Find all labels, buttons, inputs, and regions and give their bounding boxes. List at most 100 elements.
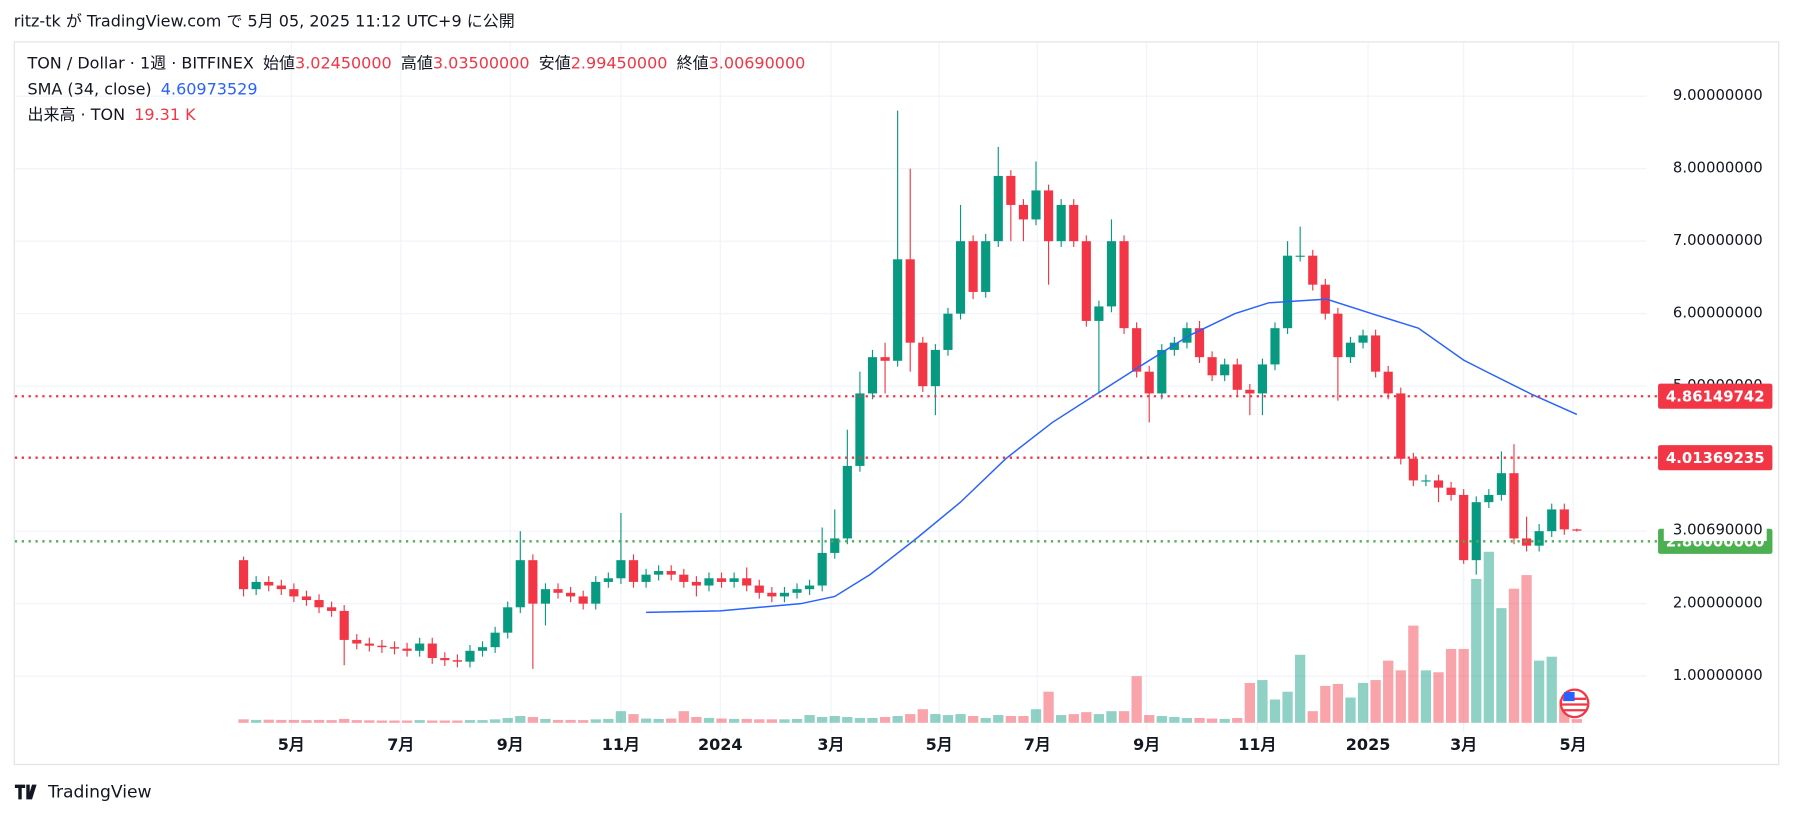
candle-body	[1094, 306, 1104, 321]
last-price-label: 3.00690000	[1673, 521, 1763, 539]
legend-volume-label: 出来高 · TON	[27, 105, 125, 124]
volume-bar	[1068, 714, 1079, 723]
candle-body	[1383, 371, 1393, 394]
volume-bar	[1571, 719, 1583, 723]
candle-body	[842, 465, 852, 539]
candle-body	[1257, 364, 1267, 394]
candle-body	[943, 313, 953, 350]
candle-body	[1245, 389, 1255, 394]
logo-mark	[14, 784, 37, 800]
candle-body	[1018, 204, 1029, 220]
candle-body	[415, 643, 425, 651]
volume-bar	[1395, 670, 1406, 723]
candle-body	[981, 241, 991, 292]
legend-open: 3.02450000	[295, 54, 392, 73]
candle-body	[1396, 393, 1406, 459]
volume-bar	[1420, 670, 1432, 723]
candle-body	[767, 592, 777, 597]
volume-bar	[854, 717, 866, 723]
candle-body	[1547, 509, 1557, 532]
candle-body	[402, 648, 412, 651]
candle-body	[1106, 241, 1117, 307]
candle-body	[918, 342, 928, 387]
candle-body	[339, 610, 349, 640]
volume-bar	[1345, 697, 1356, 723]
candle-body	[1144, 371, 1154, 394]
flag-icon	[1559, 688, 1590, 719]
candle-body	[641, 574, 651, 582]
volume-bar	[930, 714, 941, 723]
candle-body	[1333, 313, 1343, 358]
candle-body	[452, 660, 462, 662]
y-tick-label: 9.00000000	[1673, 86, 1763, 104]
legend-symbol: TON / Dollar · 1週 · BITFINEX	[26, 54, 253, 73]
volume-bar	[1030, 709, 1042, 723]
volume-bar	[1433, 672, 1444, 723]
x-tick-label: 2024	[698, 735, 743, 754]
x-tick-label: 7月	[1024, 735, 1051, 754]
candle-body	[1459, 494, 1469, 561]
logo: TradingView	[14, 783, 152, 803]
volume-bar	[653, 718, 664, 723]
volume-bar	[804, 715, 815, 723]
volume-bar	[791, 718, 803, 723]
sma-line	[646, 298, 1578, 614]
candle-body	[729, 578, 739, 582]
volume-bar	[678, 711, 689, 723]
price-label-box	[1658, 445, 1773, 471]
candle-body	[880, 357, 890, 361]
candle-body	[792, 589, 802, 593]
candle-body	[930, 349, 940, 387]
volume-bar	[1106, 711, 1117, 723]
volume-bar	[1005, 716, 1016, 723]
candle-body	[1484, 494, 1494, 503]
volume-bar	[905, 714, 916, 723]
candle-body	[1169, 342, 1179, 350]
candle-body	[754, 585, 764, 593]
volume-bar	[477, 720, 488, 723]
volume-bar	[1496, 608, 1507, 723]
volume-bar	[691, 716, 702, 723]
volume-bar	[967, 716, 979, 723]
x-tick-label: 2025	[1346, 735, 1391, 754]
candle-body	[704, 578, 714, 586]
volume-bar	[1018, 716, 1029, 723]
volume-bar	[1282, 691, 1293, 723]
volume-bar	[1357, 682, 1369, 723]
candle-body	[716, 578, 727, 582]
legend-close: 3.00690000	[709, 54, 806, 73]
volume-bar	[527, 716, 539, 723]
candle-body	[1194, 328, 1205, 358]
candle-body	[1371, 335, 1381, 372]
volume-bar	[1244, 682, 1255, 723]
candle-body	[1132, 328, 1142, 372]
logo-text: TradingView	[47, 783, 152, 803]
volume-bar	[980, 717, 991, 723]
volume-bar	[1521, 575, 1532, 723]
chart-frame	[13, 41, 1780, 766]
volume-bar	[326, 720, 337, 723]
volume-bar	[276, 719, 287, 723]
volume-bar	[1257, 680, 1268, 723]
price-label: 4.01369235	[1666, 449, 1765, 467]
candle-body	[1358, 335, 1368, 343]
volume-bar	[1118, 711, 1130, 723]
volume-bar	[728, 718, 740, 723]
candle-body	[628, 560, 639, 582]
volume-bar	[1081, 712, 1092, 723]
x-tick-label: 11月	[602, 735, 640, 754]
volume-bar	[351, 720, 362, 723]
candle-body	[1408, 458, 1418, 481]
candle-body	[1471, 502, 1481, 561]
volume-bar	[401, 720, 413, 723]
candle-body	[1232, 364, 1242, 390]
candles	[238, 110, 1582, 669]
volume-bar	[817, 716, 828, 723]
candle-body	[578, 596, 588, 604]
candle-body	[905, 259, 915, 343]
candle-body	[742, 578, 752, 586]
candle-body	[1572, 529, 1582, 531]
